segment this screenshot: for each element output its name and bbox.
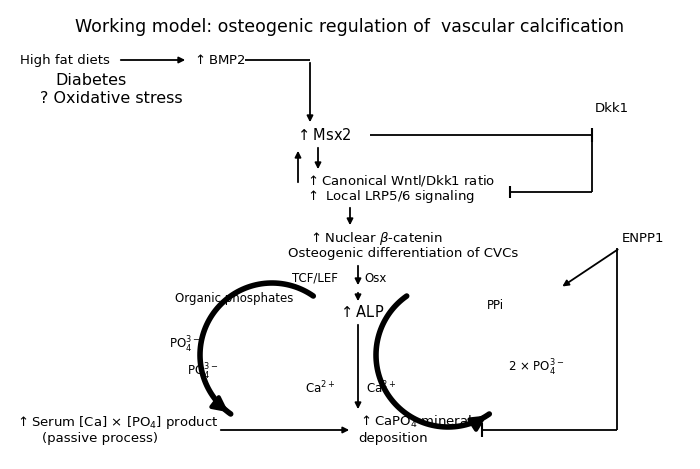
Text: ENPP1: ENPP1 bbox=[622, 232, 664, 244]
Text: High fat diets: High fat diets bbox=[20, 53, 110, 67]
Text: $\uparrow$Canonical Wntl/Dkk1 ratio: $\uparrow$Canonical Wntl/Dkk1 ratio bbox=[305, 173, 496, 188]
Text: deposition: deposition bbox=[358, 431, 428, 445]
Text: $\uparrow$BMP2: $\uparrow$BMP2 bbox=[192, 53, 246, 67]
Text: $\uparrow$ Local LRP5/6 signaling: $\uparrow$ Local LRP5/6 signaling bbox=[305, 188, 475, 204]
Text: Working model: osteogenic regulation of  vascular calcification: Working model: osteogenic regulation of … bbox=[76, 18, 624, 36]
Text: (passive process): (passive process) bbox=[42, 431, 158, 445]
Text: $\uparrow$ALP: $\uparrow$ALP bbox=[338, 304, 384, 320]
Text: $\uparrow$Msx2: $\uparrow$Msx2 bbox=[295, 127, 351, 143]
Text: Ca$^{2+}$: Ca$^{2+}$ bbox=[304, 380, 335, 396]
Text: Organic phosphates: Organic phosphates bbox=[175, 292, 293, 304]
Text: Osteogenic differentiation of CVCs: Osteogenic differentiation of CVCs bbox=[288, 247, 518, 259]
Text: ? Oxidative stress: ? Oxidative stress bbox=[40, 91, 183, 106]
Text: $\uparrow$Nuclear $\beta$-catenin: $\uparrow$Nuclear $\beta$-catenin bbox=[308, 229, 443, 247]
Text: Diabetes: Diabetes bbox=[55, 73, 126, 88]
Text: PO$_4^{3-}$: PO$_4^{3-}$ bbox=[169, 335, 200, 355]
Text: PO$_4^{3-}$: PO$_4^{3-}$ bbox=[187, 362, 218, 382]
Text: Dkk1: Dkk1 bbox=[595, 101, 629, 114]
Text: Ca$^{2+}$: Ca$^{2+}$ bbox=[366, 380, 396, 396]
Text: $\uparrow$Serum [Ca] $\times$ [PO$_4$] product: $\uparrow$Serum [Ca] $\times$ [PO$_4$] p… bbox=[15, 414, 218, 431]
Text: PPi: PPi bbox=[487, 298, 504, 311]
Text: TCF/LEF: TCF/LEF bbox=[292, 272, 338, 285]
Text: 2 $\times$ PO$_4^{3-}$: 2 $\times$ PO$_4^{3-}$ bbox=[508, 358, 564, 378]
Text: $\uparrow$CaPO$_4$ mineral: $\uparrow$CaPO$_4$ mineral bbox=[358, 414, 472, 430]
Text: Osx: Osx bbox=[364, 272, 386, 285]
